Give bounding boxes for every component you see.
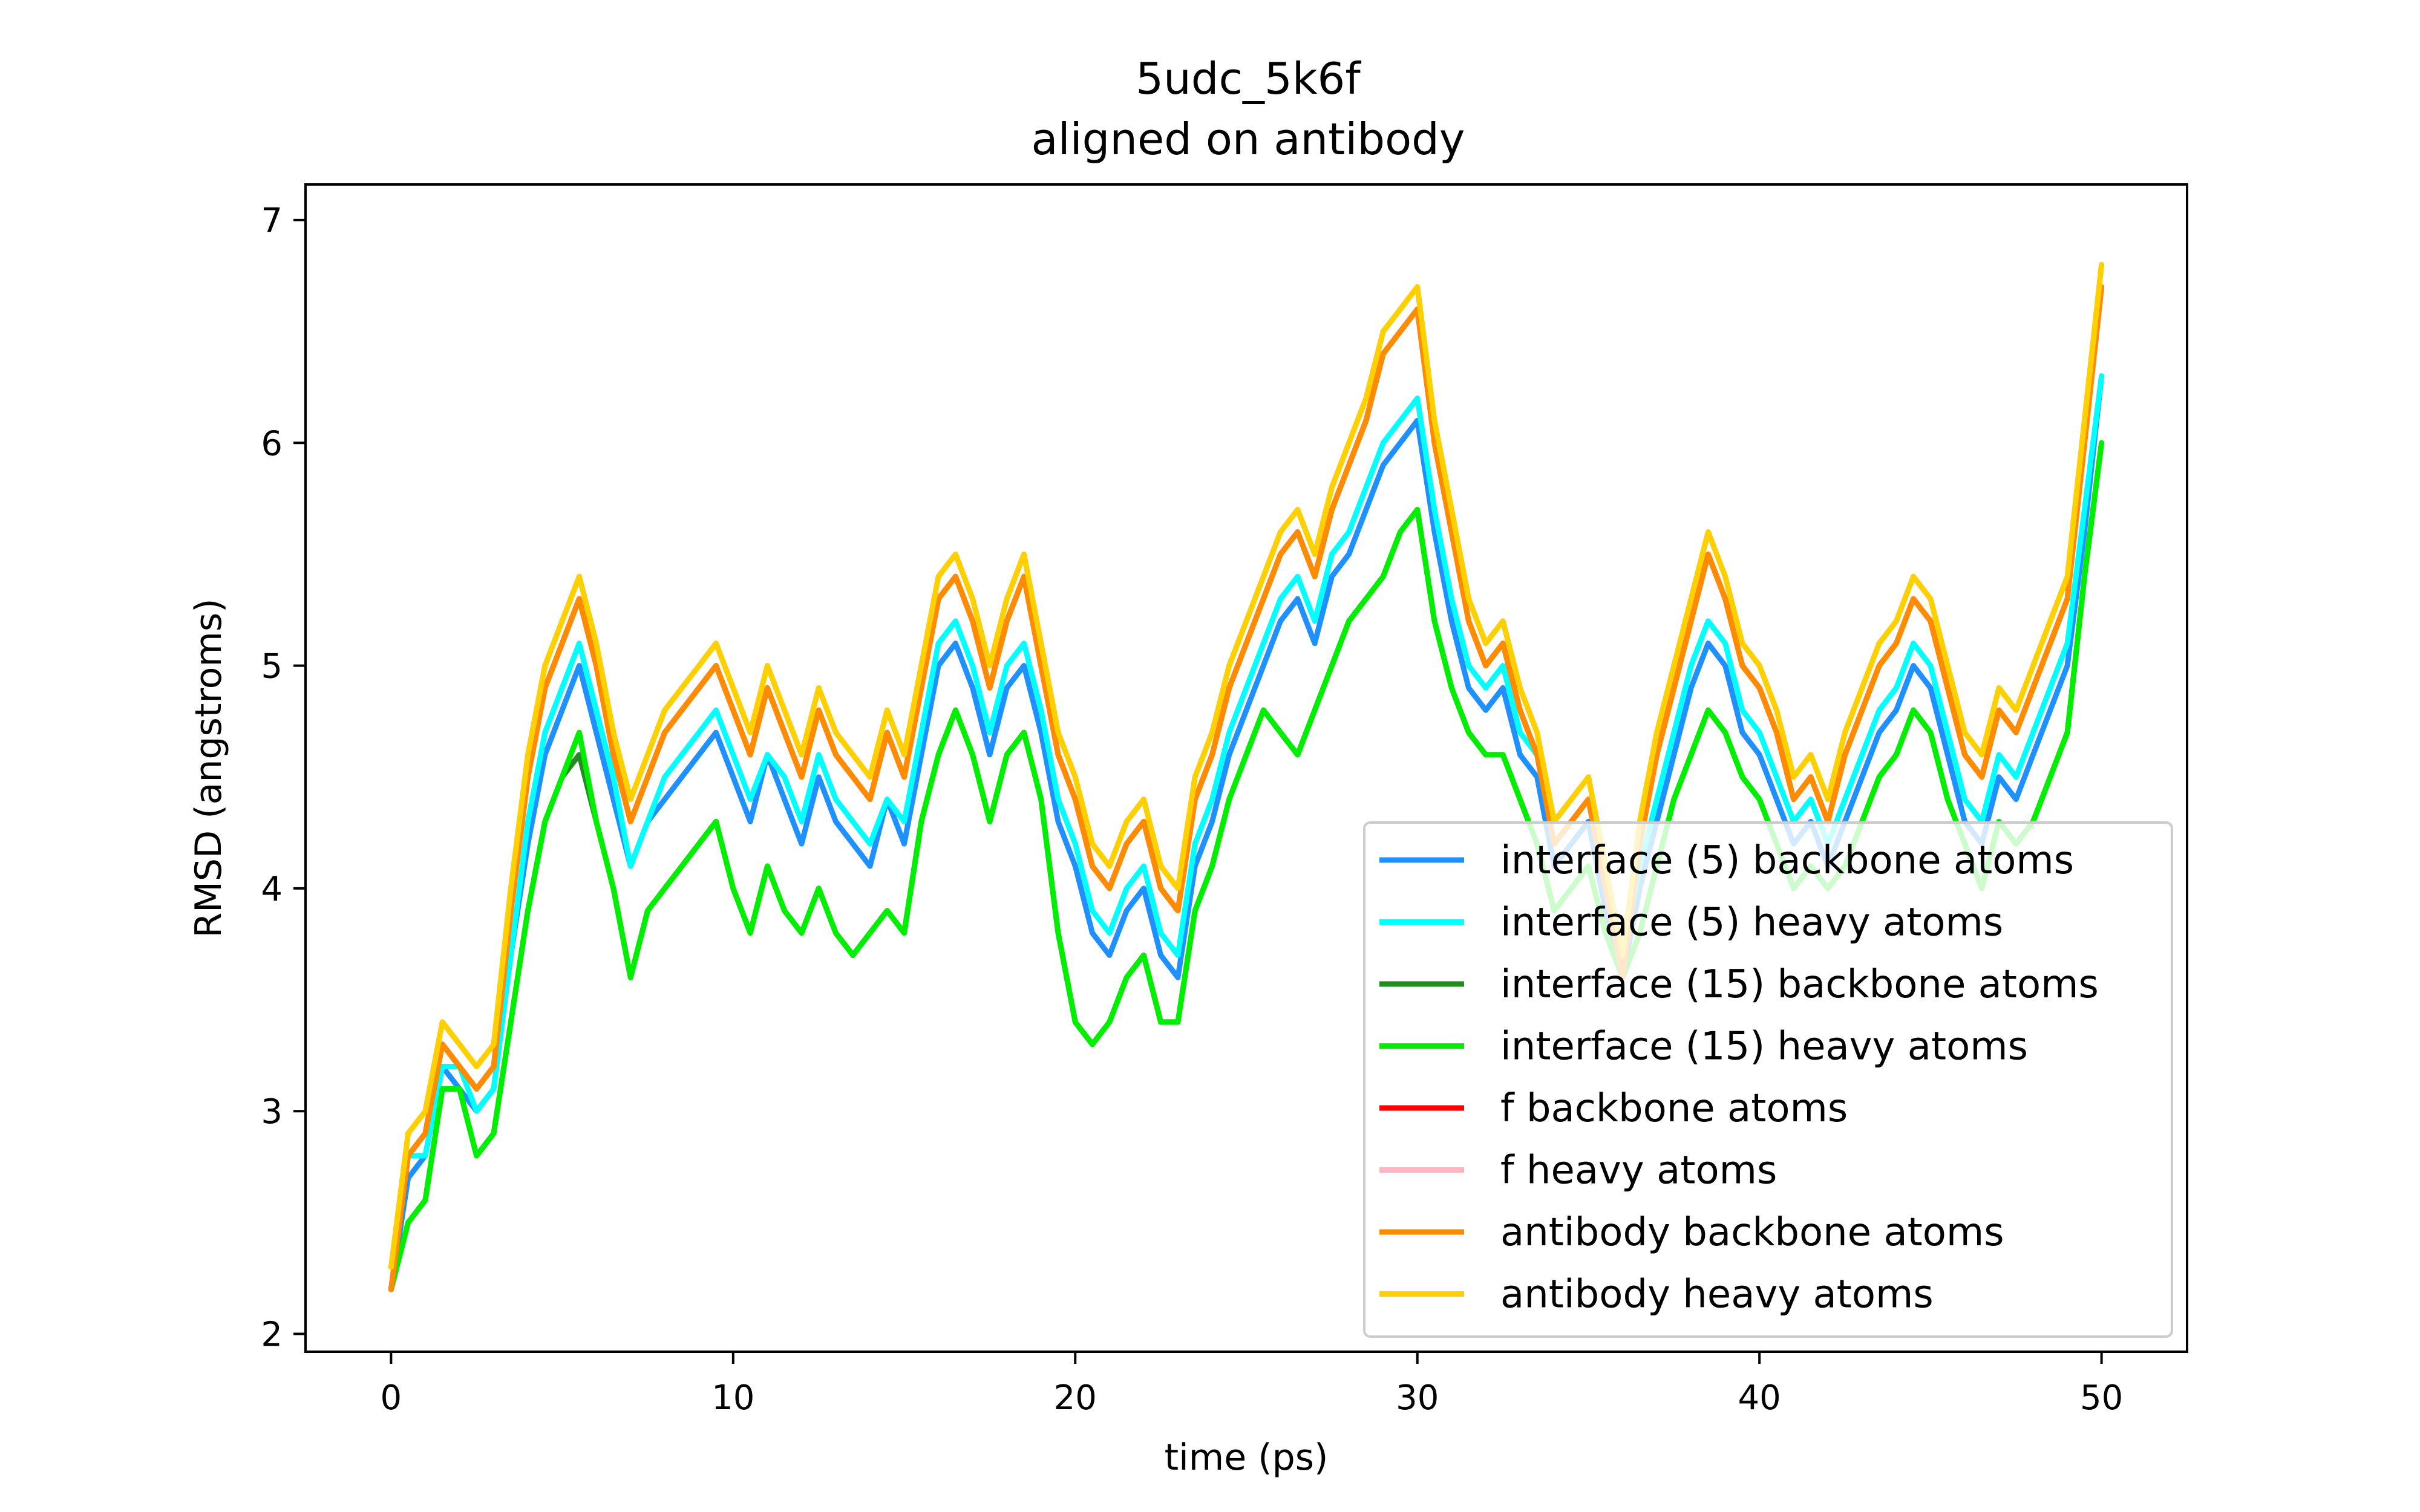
legend-label: interface (15) heavy atoms [1500, 1025, 2028, 1069]
series-line-antibody-backbone-atoms [388, 284, 2105, 1292]
plot-lines [388, 262, 2105, 1292]
chart-title: 5udc_5k6f [1136, 53, 1361, 104]
series-line-antibody-heavy-atoms [388, 262, 2105, 1270]
y-tick-label: 6 [261, 424, 283, 463]
legend-label: f heavy atoms [1500, 1149, 1777, 1193]
legend-label: interface (5) backbone atoms [1500, 838, 2074, 883]
series-line-interface-5-heavy-atoms [388, 373, 2105, 1270]
y-tick-label: 2 [261, 1315, 283, 1355]
legend-box [1363, 821, 2173, 1338]
x-tick-label: 40 [1738, 1378, 1781, 1418]
x-tick-label: 0 [381, 1378, 402, 1418]
y-tick-label: 5 [261, 647, 283, 686]
y-tick-label: 3 [261, 1092, 283, 1132]
y-tick-label: 4 [261, 870, 283, 909]
x-tick-label: 30 [1396, 1378, 1439, 1418]
plot-frame [304, 183, 2188, 1353]
x-tick-label: 10 [711, 1378, 754, 1418]
x-axis-ticks: 0 10 20 30 40 50 [381, 1352, 2123, 1418]
y-tick-label: 7 [261, 201, 283, 241]
legend-label: antibody heavy atoms [1500, 1272, 1934, 1317]
legend: interface (5) backbone atoms interface (5… [1363, 821, 2173, 1338]
x-axis-label: time (ps) [1165, 1436, 1329, 1479]
legend-label: interface (5) heavy atoms [1500, 901, 2003, 945]
y-axis-label: RMSD (angstroms) [188, 598, 230, 937]
x-tick-label: 20 [1054, 1378, 1097, 1418]
chart-subtitle: aligned on antibody [1032, 114, 1465, 165]
legend-label: interface (15) backbone atoms [1500, 962, 2099, 1007]
x-tick-label: 50 [2080, 1378, 2123, 1418]
y-axis-ticks: 2 3 4 5 6 7 [261, 201, 306, 1355]
legend-label: f backbone atoms [1500, 1086, 1848, 1131]
legend-label: antibody backbone atoms [1500, 1210, 2004, 1255]
